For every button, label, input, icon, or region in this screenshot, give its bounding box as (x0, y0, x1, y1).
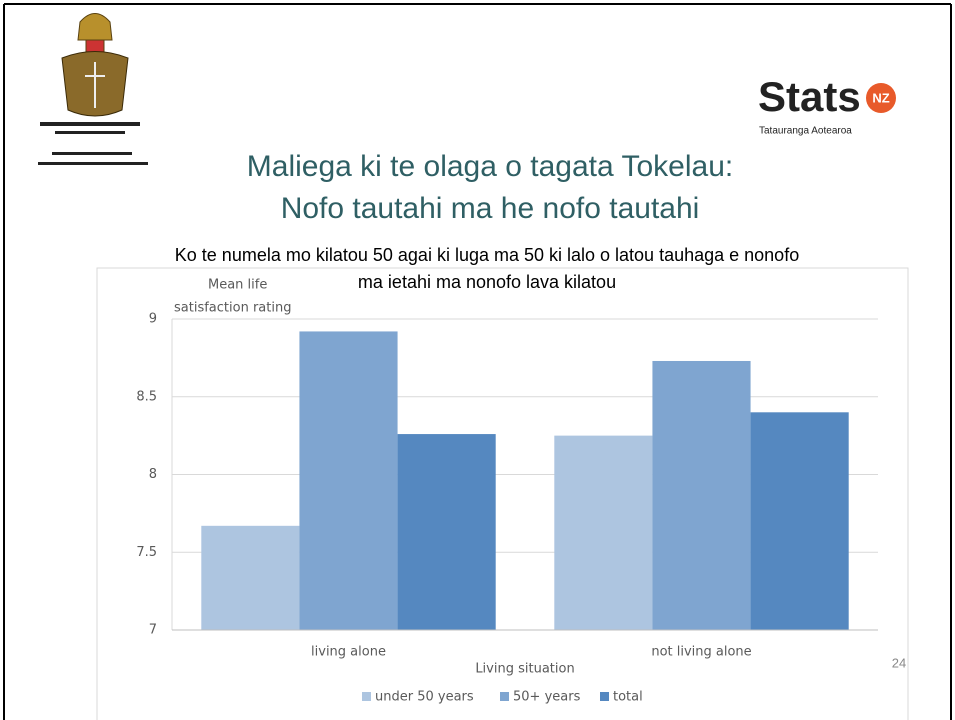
y-axis-label: satisfaction rating (174, 301, 291, 316)
legend-label: under 50 years (375, 690, 474, 705)
slide-title: Maliega ki te olaga o tagata Tokelau: (247, 150, 733, 183)
y-axis-label: Mean life (208, 278, 267, 293)
y-tick-label: 7 (149, 623, 157, 638)
bar (750, 412, 849, 630)
crest-logo (38, 13, 148, 165)
bar (397, 434, 496, 630)
logo-badge: NZ (872, 90, 889, 105)
chart-frame (96, 267, 909, 720)
page-number: 24 (892, 655, 906, 670)
bar (652, 360, 751, 630)
legend-swatch (362, 692, 371, 701)
subtitle: ma ietahi ma nonofo lava kilatou (358, 272, 616, 292)
x-tick-label: not living alone (651, 645, 751, 660)
y-tick-label: 8 (149, 467, 157, 482)
logo-name: Stats (758, 73, 861, 120)
bar (201, 525, 300, 630)
x-tick-label: living alone (311, 645, 386, 660)
logo-badge-bg (866, 83, 896, 113)
legend-label: total (613, 690, 643, 705)
bar (554, 435, 653, 630)
logo-tagline: Tatauranga Aotearoa (759, 126, 852, 137)
legend-swatch (500, 692, 509, 701)
bar (299, 331, 398, 630)
x-axis-label: Living situation (475, 662, 574, 677)
subtitle: Ko te numela mo kilatou 50 agai ki luga … (175, 245, 799, 265)
y-tick-label: 7.5 (136, 545, 157, 560)
legend-label: 50+ years (513, 690, 581, 705)
y-tick-label: 8.5 (136, 389, 157, 404)
slide-title: Nofo tautahi ma he nofo tautahi (281, 192, 700, 225)
legend-swatch (600, 692, 609, 701)
y-tick-label: 9 (149, 312, 157, 327)
